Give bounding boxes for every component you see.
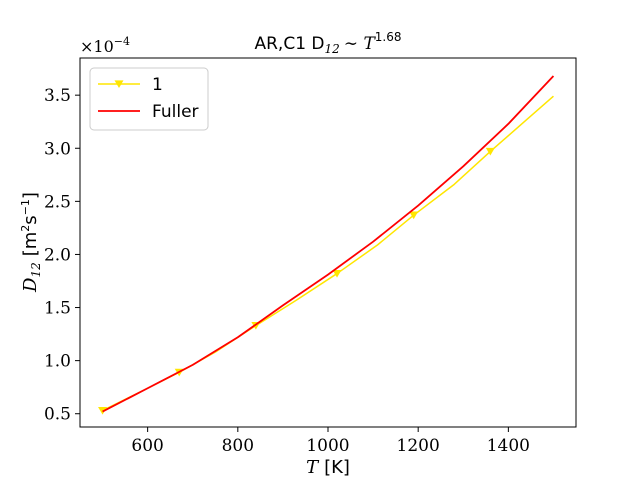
series-1-marker-4 [409, 211, 419, 220]
legend: 1 Fuller [89, 67, 209, 131]
legend-marker-series-1 [114, 80, 124, 89]
y-tick-label-3.5: 3.5 [44, 86, 71, 106]
series-1-marker-5 [485, 147, 495, 156]
chart-title: AR,C1 D12 ∼ T1.68 [254, 30, 401, 56]
plot-area: 600 800 1000 1200 1400 0.5 1.0 1.5 2.0 2.5 3.0 3.5 [44, 57, 577, 456]
series-line-fuller [102, 75, 555, 413]
legend-label-fuller: Fuller [152, 102, 199, 122]
y-tick-label-0.5: 0.5 [44, 405, 71, 425]
ticks-layer: 600 800 1000 1200 1400 0.5 1.0 1.5 2.0 2.5 3.0 3.5 [44, 86, 530, 456]
x-tick-label-1200: 1200 [397, 436, 440, 456]
y-axis-label: D12[m2s−1] [19, 192, 43, 293]
y-multiplier: ×10−4 [80, 35, 130, 56]
x-tick-label-1400: 1400 [487, 436, 530, 456]
legend-label-series-1: 1 [152, 75, 163, 95]
x-tick-label-800: 800 [222, 436, 254, 456]
y-tick-label-2.5: 2.5 [44, 192, 71, 212]
series-line-series-1 [102, 95, 554, 412]
y-tick-label-3.0: 3.0 [44, 139, 71, 159]
series-layer [98, 75, 555, 415]
y-tick-label-1.0: 1.0 [44, 352, 71, 372]
series-1-marker-3 [332, 269, 342, 278]
y-tick-label-1.5: 1.5 [44, 299, 71, 319]
x-tick-label-600: 600 [131, 436, 163, 456]
x-tick-label-1000: 1000 [306, 436, 349, 456]
y-tick-label-2.0: 2.0 [44, 245, 71, 265]
x-axis-label: T [K] [306, 457, 350, 478]
